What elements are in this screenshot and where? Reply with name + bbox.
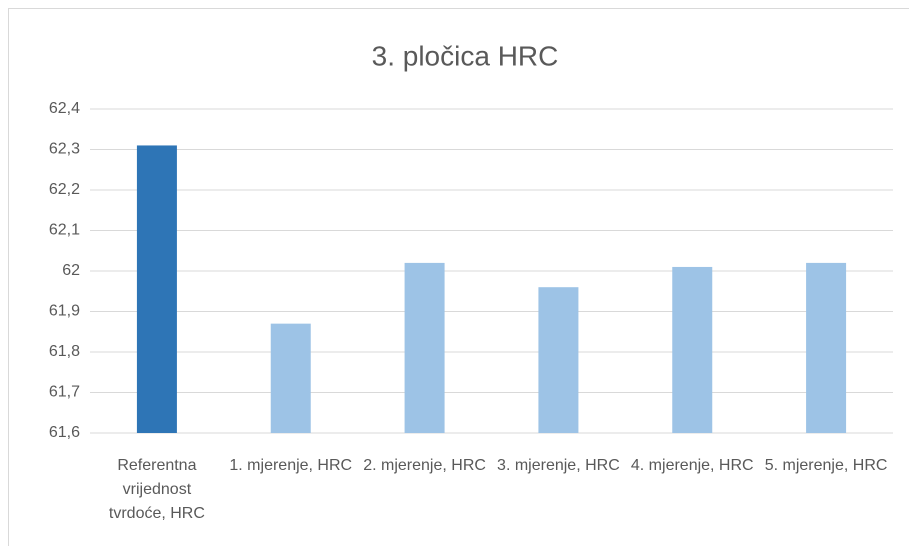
bar [270,323,311,433]
x-tick-label: 1. mjerenje, HRC [229,457,353,474]
y-tick-label: 61,6 [49,424,80,441]
y-tick-label: 62,2 [49,181,80,198]
chart-title: 3. pločica HRC [372,40,559,71]
y-tick-label: 62,3 [49,141,80,158]
y-tick-label: 62,1 [49,222,80,239]
x-tick-label: Referentna vrijednost tvrdoće, HRC [108,457,205,522]
x-tick-label: 2. mjerenje, HRC [363,457,486,474]
y-tick-label: 62,4 [49,100,80,117]
bar [672,266,713,433]
x-tick-label: 3. mjerenje, HRC [497,457,620,474]
y-tick-label: 62 [62,262,80,279]
bar [136,145,177,433]
bar [538,287,579,433]
bar [806,262,847,433]
y-tick-label: 61,9 [49,303,80,320]
y-tick-label: 61,8 [49,343,80,360]
bar [404,262,445,433]
y-tick-label: 61,7 [49,384,80,401]
x-tick-label: 4. mjerenje, HRC [630,457,754,474]
x-tick-label: 5. mjerenje, HRC [764,457,888,474]
